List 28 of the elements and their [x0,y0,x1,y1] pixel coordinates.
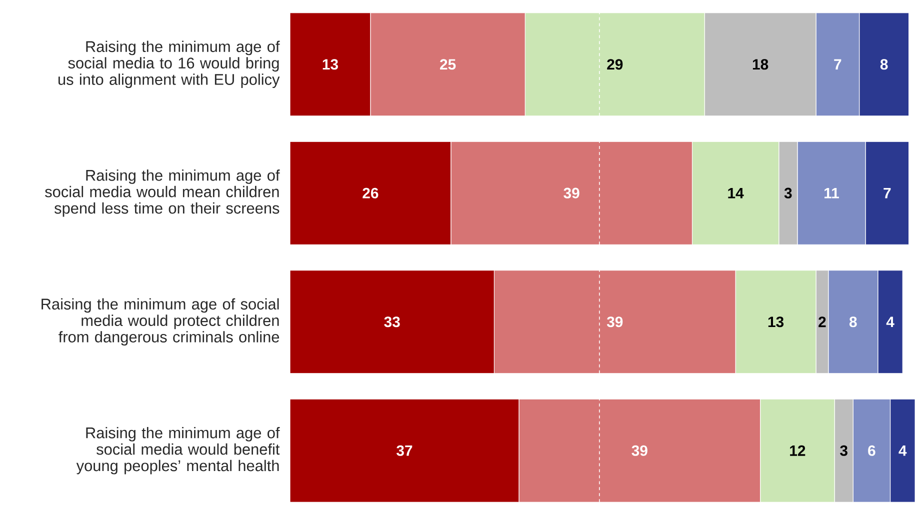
data-label: 26 [362,188,378,198]
data-label: 13 [768,316,784,328]
data-label: 25 [440,59,456,70]
data-label: 4 [886,316,894,328]
y-tick-label: Raising the minimum age of social media would mean children spend less time on their screens [45,169,280,217]
data-label: 39 [564,188,580,198]
data-label: 37 [396,445,412,456]
data-label: 29 [607,59,623,70]
data-label: 11 [824,188,839,198]
data-label: 18 [752,59,768,70]
data-label: 39 [606,316,623,328]
data-label: 39 [632,445,648,456]
y-tick-label: Raising the minimum age of social media would benefit young peoples’ mental health [76,426,280,474]
data-label: 3 [840,445,848,456]
data-label: 3 [784,188,792,198]
y-tick-label: Raising the minimum age of social media to 16 would bring us into alignment with EU policy [58,40,280,88]
data-label: 14 [728,188,744,198]
data-label: 13 [322,59,338,70]
data-label: 4 [898,445,907,456]
y-tick-label: Raising the minimum age of social media would protect children from dangerous criminals online [42,298,280,346]
data-label: 12 [790,445,806,456]
data-label: 7 [884,188,891,198]
data-label: 7 [834,59,842,70]
data-label: 2 [818,316,826,328]
data-label: 33 [384,316,400,328]
data-label: 6 [868,445,876,456]
data-label: 8 [849,316,857,328]
data-label: 8 [880,59,888,70]
